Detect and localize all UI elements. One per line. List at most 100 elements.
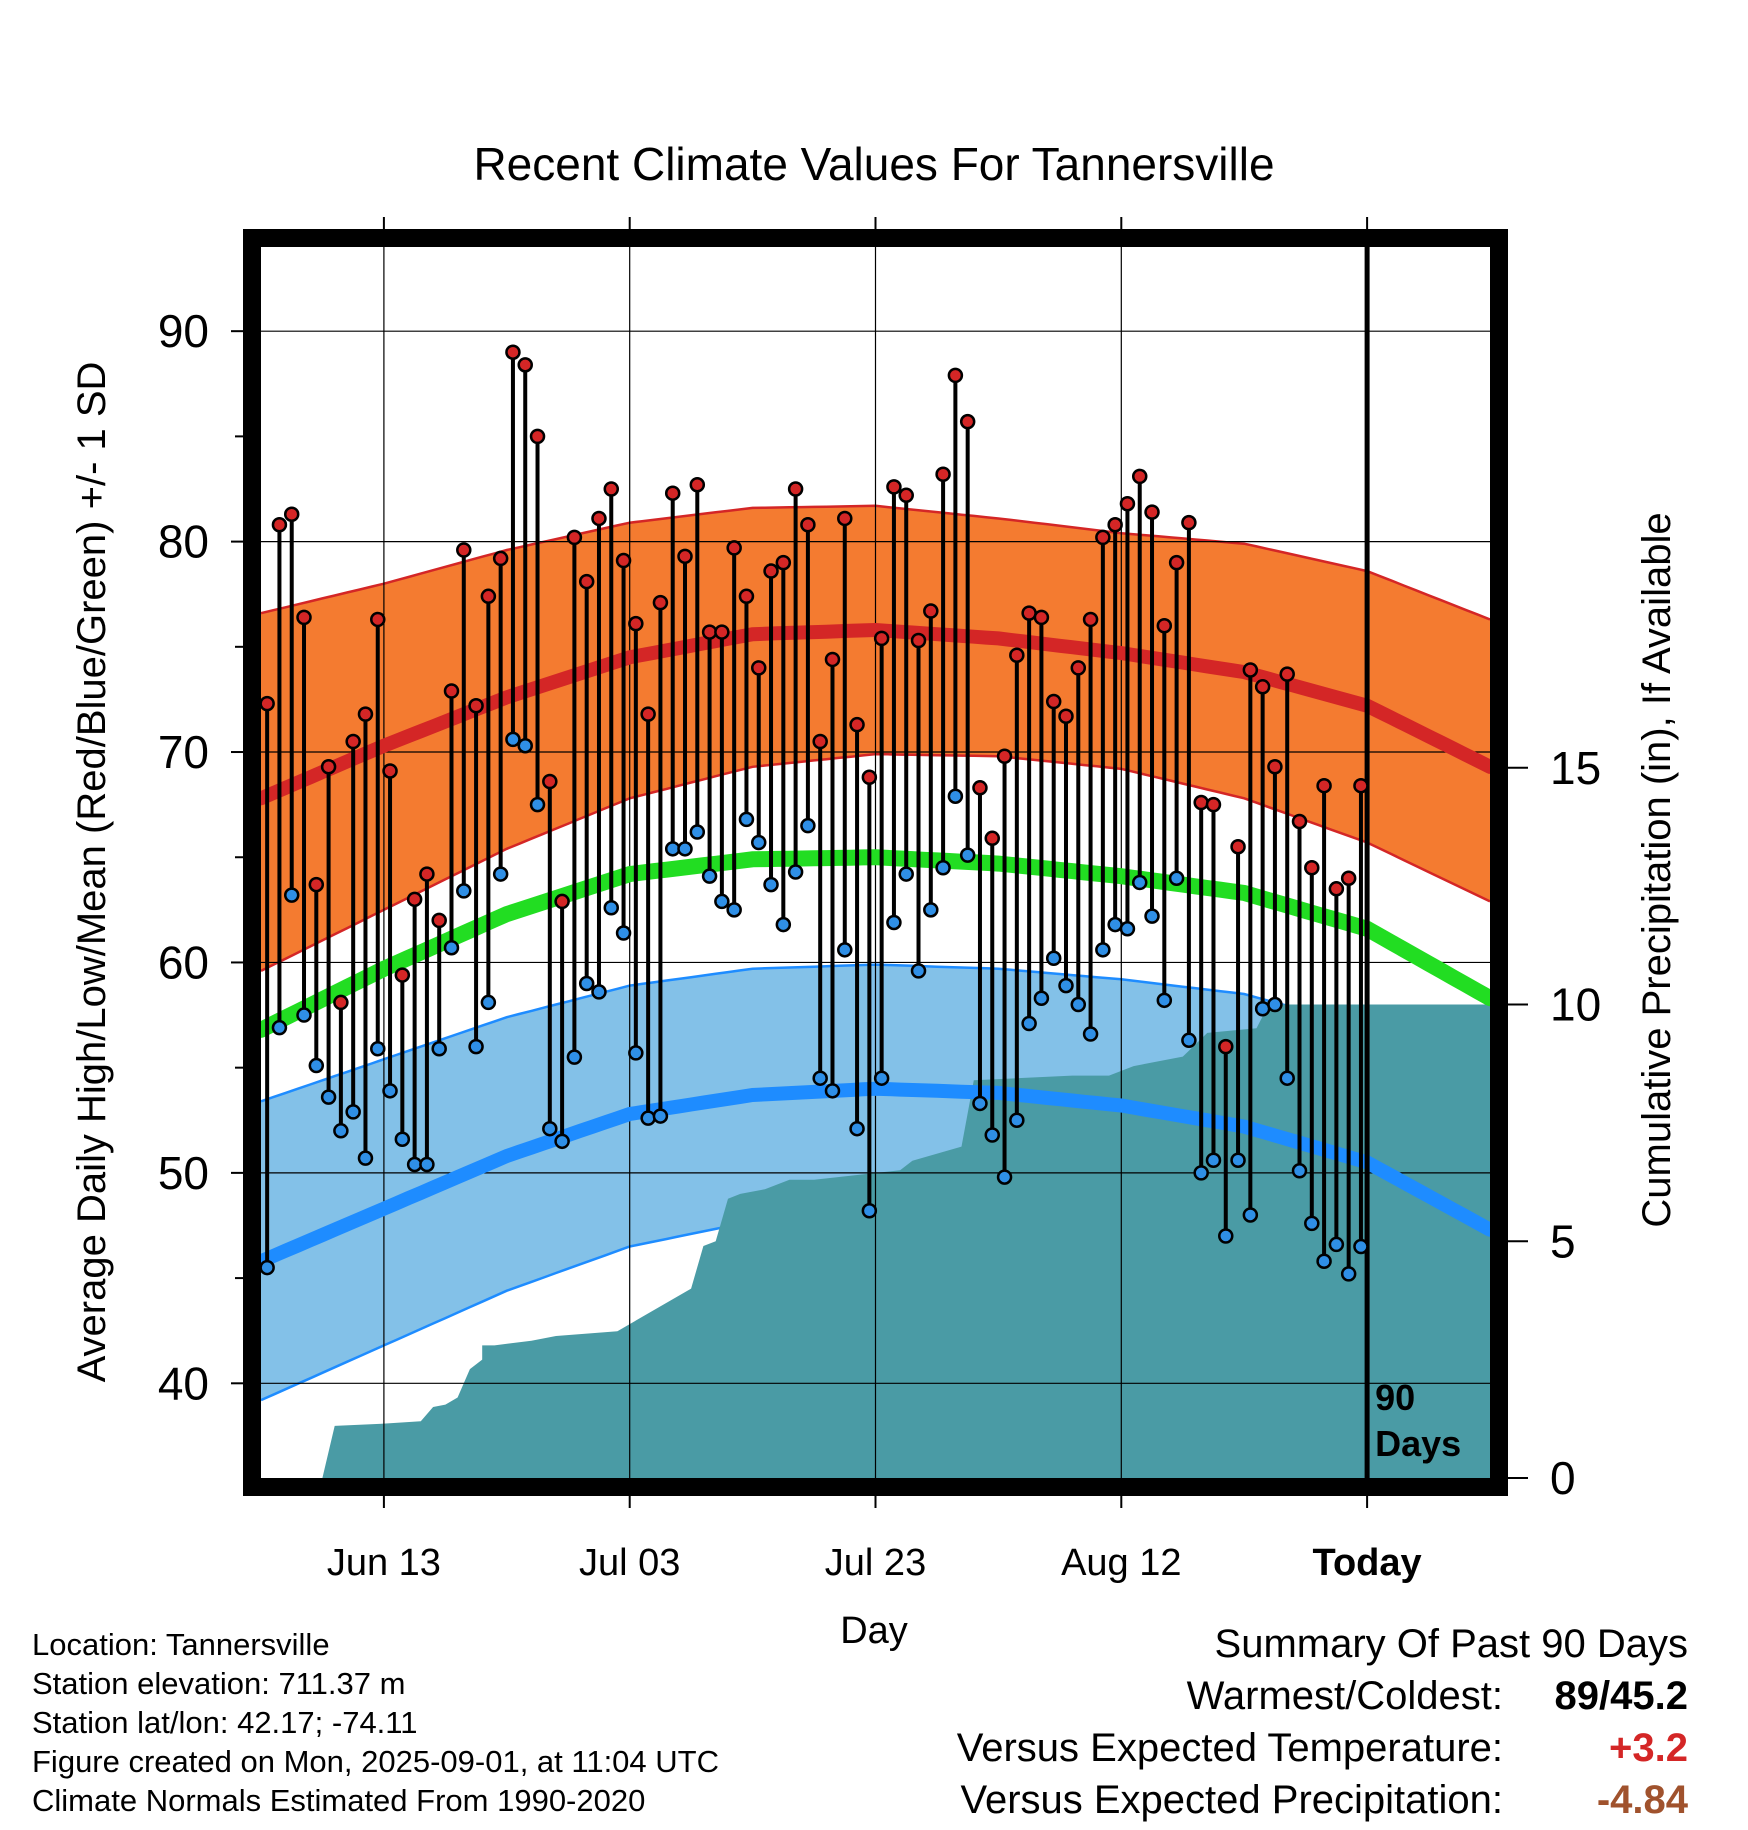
daily-high-point [554,893,570,910]
daily-low-point [886,914,902,931]
daily-high-point [664,485,681,501]
daily-high-point [468,697,484,714]
created-text: Figure created on Mon, 2025-09-01, at 11… [32,1744,719,1779]
daily-high-point [578,573,595,590]
daily-high-point [283,506,300,522]
daily-low-point [505,731,521,748]
daily-low-point [677,841,693,857]
daily-low-point [382,1083,398,1099]
temp-departure-row: Versus Expected Temperature: +3.2 [788,1726,1688,1778]
daily-low-point [271,1019,288,1036]
daily-low-point [763,876,779,893]
daily-high-point [370,611,386,628]
daily-low-point [898,866,914,882]
daily-high-point [652,594,669,611]
station-info: Location: Tannersville Station elevation… [32,1625,719,1820]
daily-low-point [689,824,706,840]
daily-high-point [1267,759,1283,775]
daily-low-point [1095,942,1111,958]
daily-high-point [1304,860,1320,876]
y2-tick-label: 5 [1550,1215,1576,1267]
daily-high-point [443,683,460,699]
daily-high-point [1291,813,1308,830]
daily-high-point [837,510,853,527]
warmest-coldest-label: Warmest/Coldest: [1186,1674,1503,1718]
x-axis-label: Day [840,1610,908,1652]
daily-high-point [677,548,693,565]
daily-high-point [996,748,1013,764]
daily-low-point [1058,977,1074,994]
daily-low-point [775,916,792,933]
plot-area [261,247,1490,1478]
daily-high-point [261,695,275,712]
daily-low-point [1181,1032,1197,1049]
daily-high-point [333,994,349,1011]
daily-low-point [320,1089,337,1105]
daily-low-point [492,866,509,882]
daily-low-point [370,1040,386,1057]
daily-low-point [640,1110,656,1126]
daily-high-point [1168,554,1185,571]
daily-low-point [726,902,742,918]
daily-high-point [406,891,423,908]
daily-high-point [714,624,730,640]
daily-high-point [628,615,644,632]
daily-low-point [1070,996,1087,1013]
daily-low-point [1082,1026,1099,1042]
temp-departure-label: Versus Expected Temperature: [956,1726,1503,1770]
daily-high-point [456,542,472,558]
daily-low-point [738,811,755,828]
daily-low-point [1218,1228,1234,1244]
daily-high-point [800,517,816,533]
location-text: Location: Tannersville [32,1627,330,1662]
daily-low-point [296,1007,312,1023]
daily-high-point [1242,662,1259,678]
daily-low-point [1131,874,1148,891]
daily-low-point [910,963,927,979]
daily-high-point [849,716,865,733]
daily-low-point [1316,1253,1332,1270]
x-tick-label: Jun 13 [327,1542,441,1584]
daily-low-point [1144,908,1160,924]
daily-high-point [492,550,509,567]
daily-high-point [1033,609,1050,626]
temp-departure-value: +3.2 [1609,1726,1688,1770]
daily-high-point [615,552,632,569]
daily-low-point [824,1083,841,1099]
daily-high-point [738,588,755,605]
daily-high-point [1340,870,1357,887]
daily-low-point [468,1038,484,1055]
daily-high-point [1095,529,1111,546]
x-tick-label: Aug 12 [1061,1542,1181,1584]
daily-high-point [271,517,288,533]
daily-low-point [517,737,533,754]
daily-high-point [935,466,951,483]
daily-low-point [431,1040,447,1057]
daily-high-point [1328,881,1345,897]
plot-frame [243,229,1508,1496]
daily-low-point [591,984,607,1000]
daily-low-point [837,942,853,958]
daily-low-point [1328,1236,1345,1253]
y2-tick-label: 0 [1550,1452,1576,1504]
daily-low-point [1242,1207,1259,1223]
today-label-line1: 90 [1375,1377,1415,1418]
daily-high-point [910,632,927,649]
daily-low-point [947,788,964,804]
daily-low-point [628,1045,644,1061]
daily-low-point [1168,870,1185,887]
daily-high-point [959,413,976,430]
daily-high-point [1218,1038,1234,1055]
y-tick-label: 70 [158,726,209,778]
daily-low-point [443,939,460,956]
daily-low-point [1205,1152,1222,1169]
daily-low-point [394,1131,411,1147]
daily-high-point [517,357,533,373]
daily-low-point [935,860,951,876]
daily-low-point [984,1127,1001,1143]
daily-high-point [566,529,583,546]
y-tick-label: 50 [158,1147,209,1199]
daily-high-point [296,609,312,626]
daily-high-point [1316,777,1332,794]
